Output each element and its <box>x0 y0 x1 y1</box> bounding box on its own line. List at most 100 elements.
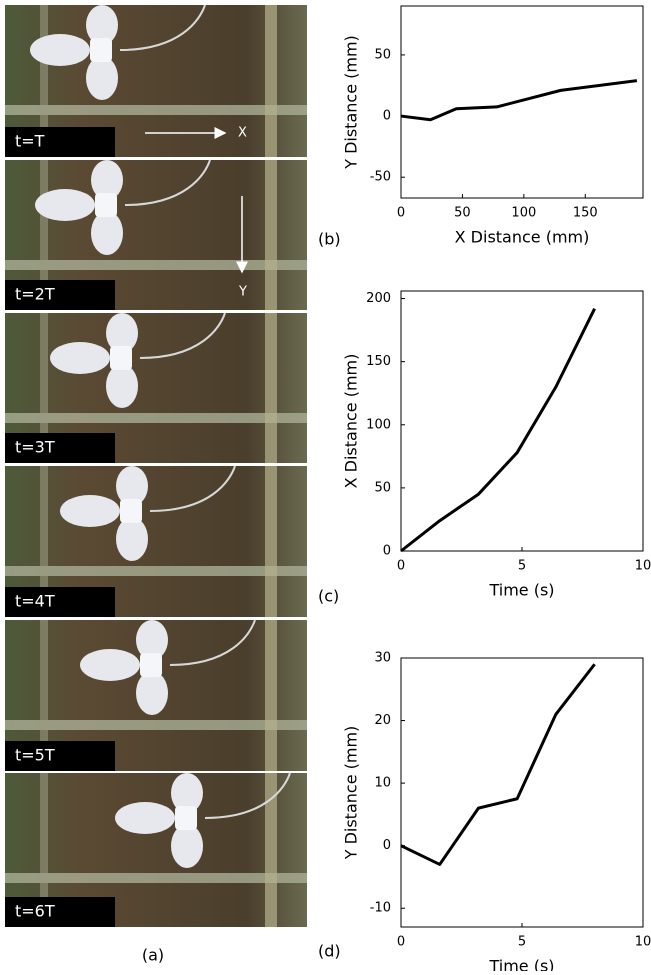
data-line <box>400 308 596 553</box>
robot-limb <box>91 160 123 200</box>
y-tick-label: 200 <box>366 291 391 306</box>
post <box>40 160 48 310</box>
y-tick-label: 0 <box>383 109 391 124</box>
time-label: t=5T <box>15 746 55 765</box>
panel-label: (d) <box>318 942 341 961</box>
y-tick-label: 150 <box>366 354 391 369</box>
robot-limb <box>86 5 118 45</box>
robot-limb <box>50 342 110 374</box>
robot-hub <box>175 806 197 830</box>
robot-limb <box>30 34 90 66</box>
time-label: t=2T <box>15 285 55 304</box>
y-tick-label: 20 <box>374 713 391 728</box>
tube <box>124 159 211 206</box>
post <box>265 313 277 463</box>
robot-hub <box>110 346 132 370</box>
post <box>40 466 48 617</box>
plot-frame <box>400 5 644 199</box>
y-axis-label: Y Distance (mm) <box>342 35 361 170</box>
y-tick-label: 10 <box>374 776 391 791</box>
robot-hub <box>140 653 162 677</box>
plot-frame <box>400 290 644 552</box>
data-line <box>400 663 596 866</box>
photo-column: t=T t=2T t=3T t=4T t=5T t=6T <box>5 4 307 927</box>
x-tick-label: 150 <box>573 206 598 221</box>
robot-limb <box>171 824 203 868</box>
y-tick-label: 100 <box>366 417 391 432</box>
robot-limb <box>60 495 120 527</box>
time-label: t=T <box>15 132 45 151</box>
x-tick-label: 50 <box>454 206 471 221</box>
rail <box>5 413 307 423</box>
tube <box>139 312 226 359</box>
panel-label: (c) <box>318 587 339 606</box>
panel-label: (b) <box>318 230 341 249</box>
time-box <box>5 741 115 771</box>
tube <box>169 619 256 666</box>
y-tick-label: 50 <box>374 47 391 62</box>
robot-limb <box>86 56 118 100</box>
post <box>40 5 48 157</box>
rail <box>5 260 307 270</box>
robot-limb <box>80 649 140 681</box>
x-tick-label: 100 <box>511 206 536 221</box>
tube <box>149 465 236 512</box>
robot-limb <box>116 466 148 506</box>
robot-hub <box>95 193 117 217</box>
y-tick-label: 0 <box>383 544 391 559</box>
time-box <box>5 127 115 157</box>
robot-limb <box>136 671 168 715</box>
post <box>40 313 48 463</box>
post <box>265 5 277 157</box>
post <box>265 773 277 927</box>
x-tick-label: 10 <box>635 559 651 574</box>
rail <box>5 720 307 730</box>
robot-hub <box>120 499 142 523</box>
robot-limb <box>116 517 148 561</box>
y-tick-label: -10 <box>370 901 391 916</box>
y-tick-label: 50 <box>374 480 391 495</box>
robot-limb <box>91 211 123 255</box>
y-tick-label: 0 <box>383 838 391 853</box>
time-box <box>5 433 115 463</box>
tube <box>204 772 291 819</box>
rail <box>5 873 307 883</box>
y-tick-label: 30 <box>374 651 391 666</box>
post <box>265 466 277 617</box>
robot-limb <box>106 313 138 353</box>
time-box <box>5 280 115 310</box>
post <box>40 773 48 927</box>
time-box <box>5 587 115 617</box>
tube <box>119 4 206 51</box>
y-axis-label: X Distance (mm) <box>342 354 361 489</box>
post <box>265 620 277 771</box>
arrow-label: X <box>238 126 247 141</box>
x-tick-label: 0 <box>397 559 405 574</box>
robot-hub <box>90 38 112 62</box>
robot-limb <box>106 364 138 408</box>
x-axis-label: Time (s) <box>488 957 554 972</box>
x-tick-label: 0 <box>397 935 405 950</box>
x-axis-label: X Distance (mm) <box>455 228 590 247</box>
robot-limb <box>171 773 203 813</box>
robot-limb <box>136 620 168 660</box>
x-tick-label: 5 <box>518 935 526 950</box>
time-box <box>5 897 115 927</box>
time-label: t=4T <box>15 592 55 611</box>
post <box>40 620 48 771</box>
arrow-label: Y <box>238 285 247 300</box>
rail <box>5 105 307 115</box>
time-label: t=3T <box>15 438 55 457</box>
x-tick-label: 10 <box>635 935 651 950</box>
rail <box>5 566 307 576</box>
robot-limb <box>35 189 95 221</box>
robot-limb <box>115 802 175 834</box>
plot-frame <box>400 657 644 928</box>
y-tick-label: -50 <box>370 170 391 185</box>
panel-label: (a) <box>142 946 164 965</box>
post <box>265 160 277 310</box>
x-axis-label: Time (s) <box>488 581 554 600</box>
y-axis-label: Y Distance (mm) <box>342 726 361 861</box>
